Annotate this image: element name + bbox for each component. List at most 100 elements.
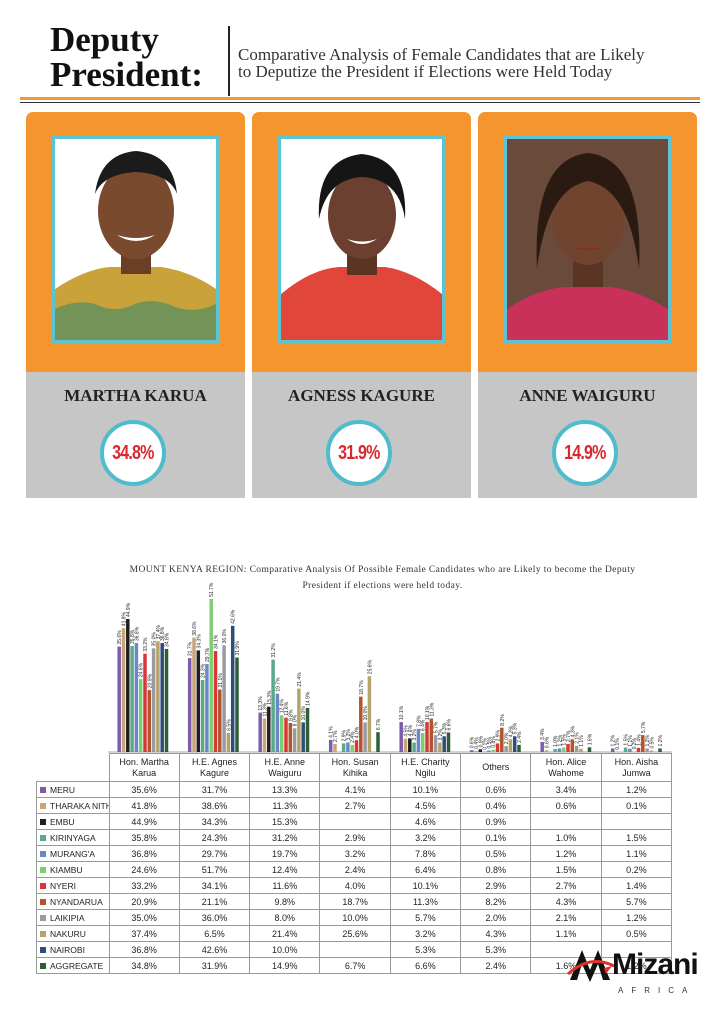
table-cell: 34.1% — [178, 877, 251, 894]
legend-entry: MERU — [50, 784, 76, 795]
table-cell: 0.6% — [530, 797, 602, 814]
table-row: THARAKA NITHI 41.8% 38.6% 11.3% 2.7% 4.5% 0.4%… — [36, 797, 673, 814]
title-line-2: President: — [50, 55, 203, 94]
data-label: 0.6% — [470, 736, 476, 748]
legend-entry: NYERI — [50, 880, 76, 891]
bar — [416, 728, 421, 752]
data-label: 4.6% — [408, 724, 414, 736]
data-label: 0.6% — [545, 736, 551, 748]
bar — [478, 749, 483, 752]
bar — [143, 653, 147, 752]
table-cell: 0.9% — [460, 813, 532, 830]
candidate-percent-badge: 34.8% — [100, 420, 166, 486]
data-label: 4.3% — [508, 725, 514, 737]
legend-swatch — [40, 883, 46, 890]
bar — [482, 751, 487, 753]
data-label: 7.8% — [416, 715, 422, 727]
candidate-percent: 34.8% — [112, 441, 154, 464]
bar — [222, 645, 226, 752]
bar — [649, 750, 654, 752]
region-label: NAKURU — [36, 925, 110, 942]
table-cell: 1.1% — [600, 845, 673, 862]
subtitle-line-1: Comparative Analysis of Female Candidate… — [238, 45, 645, 64]
table-column-header: Hon. Alice Wahome — [530, 753, 602, 782]
table-cell: 4.0% — [319, 877, 391, 894]
bar — [363, 722, 367, 752]
bar — [301, 722, 305, 752]
data-label: 1.2% — [658, 734, 664, 746]
table-cell: 1.5% — [600, 829, 673, 846]
bar — [540, 741, 544, 752]
table-row: AGGREGATE 34.8% 31.9% 14.9% 6.7% 6.6% 2.4% 1.6%… — [36, 957, 673, 974]
bar — [636, 747, 641, 752]
table-cell: 4.1% — [319, 781, 391, 798]
region-label: NYANDARUA — [36, 893, 110, 910]
data-label: 36.8% — [134, 626, 140, 641]
data-label: 0.5% — [649, 737, 655, 749]
data-label: 1.2% — [645, 734, 651, 746]
table-cell: 2.9% — [319, 829, 391, 846]
bar — [566, 744, 570, 752]
table-cell: 0.5% — [600, 925, 673, 942]
data-label: 31.7% — [188, 641, 194, 656]
legend-swatch — [40, 931, 46, 938]
data-label: 3.2% — [412, 729, 418, 741]
table-header-row: Hon. Martha Karua H.E. Agnes Kagure H.E. A… — [36, 753, 673, 782]
candidate-percent: 31.9% — [338, 441, 380, 464]
candidate-card-1: MARTHA KARUA 34.8% — [26, 112, 245, 498]
data-label: 6.5% — [226, 719, 232, 731]
table-cell: 24.3% — [178, 829, 251, 846]
candidate-card-2: AGNESS KAGURE 31.9% — [252, 112, 471, 498]
data-label: 4.1% — [329, 726, 335, 738]
table-cell: 14.9% — [249, 957, 321, 974]
data-label: 4.0% — [355, 726, 361, 738]
table-cell: 35.6% — [108, 781, 180, 798]
subtitle-line-2: to Deputize the President if Elections w… — [238, 62, 613, 81]
header-rule-dark — [20, 102, 700, 103]
candidate-name: MARTHA KARUA — [64, 386, 207, 405]
bar — [491, 749, 495, 752]
table-cell: 19.7% — [249, 845, 321, 862]
candidate-card-3: ANNE WAIGURU 14.9% — [478, 112, 697, 498]
bar — [196, 650, 201, 752]
table-cell: 10.0% — [249, 941, 321, 958]
logo-wordmark: Mizani — [612, 948, 699, 981]
region-label: THARAKA NITHI — [36, 797, 110, 814]
data-label: 34.8% — [165, 632, 171, 647]
table-row: NAIROBI 36.8% 42.6% 10.0% 5.3% 5.3% — [36, 941, 673, 958]
bar — [412, 742, 416, 752]
table-cell: 0.2% — [600, 861, 673, 878]
bar — [333, 744, 337, 752]
data-label: 10.0% — [301, 706, 307, 721]
bar — [433, 735, 438, 752]
region-label: EMBU — [36, 813, 110, 830]
data-label: 1.2% — [557, 734, 563, 746]
table-cell: 1.4% — [600, 877, 673, 894]
data-label: 3.2% — [438, 729, 444, 741]
bar — [420, 733, 425, 752]
table-cell: 0.5% — [460, 845, 532, 862]
data-label: 2.7% — [566, 730, 572, 742]
candidate-photo — [278, 136, 445, 343]
legend-entry: KIAMBU — [50, 864, 83, 875]
bar — [350, 744, 354, 752]
table-cell: 25.6% — [319, 925, 391, 942]
data-label: 6.7% — [376, 718, 382, 730]
bar — [235, 657, 239, 752]
bar — [469, 750, 474, 752]
data-label: 11.3% — [263, 702, 269, 716]
bar — [504, 746, 508, 752]
card-info-panel: AGNESS KAGURE 31.9% — [252, 372, 471, 498]
mizani-logo-mark — [566, 950, 615, 982]
table-cell: 0.6% — [460, 781, 532, 798]
table-cell: 38.6% — [178, 797, 251, 814]
data-label: 2.9% — [342, 729, 348, 741]
legend-swatch — [40, 899, 46, 906]
table-cell: 8.2% — [460, 893, 532, 910]
table-cell: 31.7% — [178, 781, 251, 798]
data-label: 6.6% — [447, 718, 453, 730]
table-cell: 5.3% — [460, 941, 532, 958]
data-label: 21.1% — [218, 673, 224, 688]
table-cell: 12.4% — [249, 861, 321, 878]
legend-entry: MURANG'A — [50, 848, 96, 859]
